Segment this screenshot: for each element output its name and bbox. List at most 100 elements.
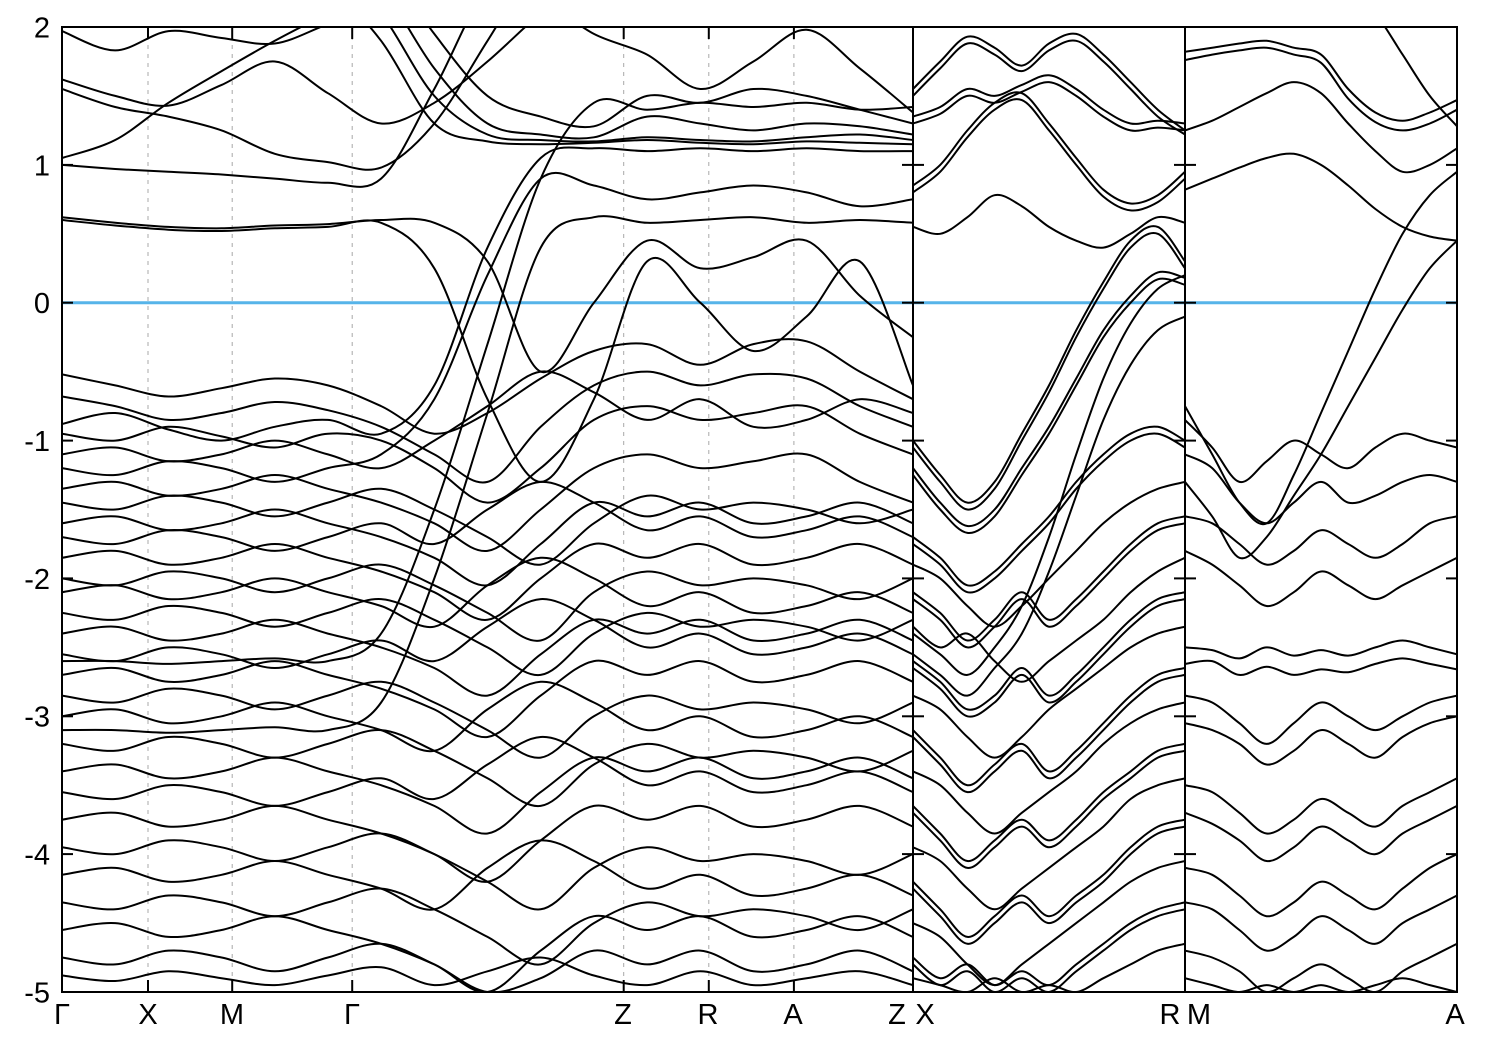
band-curve — [913, 667, 1185, 787]
band-curve — [62, 27, 527, 125]
band-curve — [62, 956, 913, 987]
band-curve — [62, 98, 913, 665]
band-curve — [913, 270, 1185, 528]
band-curve — [913, 480, 1185, 628]
band-curve — [62, 832, 913, 911]
band-curve — [913, 777, 1185, 911]
x-axis-label: A — [1445, 999, 1465, 1031]
band-curve — [62, 370, 913, 484]
band-curve — [368, 27, 913, 146]
band-curve — [62, 680, 913, 759]
band-curve — [1185, 81, 1457, 174]
x-axis-label: Z — [888, 999, 906, 1031]
band-curve — [913, 818, 1185, 938]
band-curve — [62, 598, 913, 669]
band-curve — [62, 680, 913, 753]
band-curve — [62, 27, 466, 188]
y-axis-label: 0 — [34, 288, 50, 320]
band-curve — [62, 887, 913, 966]
band-curve — [1185, 853, 1457, 918]
x-axis-label: Γ — [54, 999, 70, 1031]
band-curve — [913, 825, 1185, 945]
band-curve — [1185, 453, 1457, 525]
band-curve — [913, 591, 1185, 711]
band-curve — [1185, 639, 1457, 660]
x-axis-label: M — [220, 999, 244, 1031]
x-axis-label: Z — [614, 999, 632, 1031]
band-curve — [62, 216, 913, 374]
band-curve — [913, 742, 1185, 863]
band-curve — [62, 756, 913, 835]
band-curve — [1185, 549, 1457, 608]
band-curve — [1185, 515, 1457, 566]
band-curve — [62, 563, 913, 642]
band-curve — [913, 556, 1185, 683]
band-curve — [62, 618, 913, 697]
band-curve — [1383, 27, 1457, 128]
band-curve — [62, 729, 913, 807]
band-curve — [1185, 715, 1457, 766]
band-curve — [62, 215, 913, 734]
x-axis-label: R — [1160, 999, 1181, 1031]
x-axis-label: X — [138, 999, 157, 1031]
band-curve — [62, 598, 913, 676]
band-curve — [913, 673, 1185, 794]
y-axis-label: -5 — [24, 977, 50, 1009]
band-curve — [913, 39, 1185, 136]
band-curve — [913, 277, 1185, 534]
band-curve — [1185, 170, 1457, 526]
x-axis-label: A — [783, 999, 803, 1031]
band-curve — [913, 91, 1185, 205]
band-group-G-X-M-G-Z-R-A-Z — [62, 27, 913, 992]
x-axis-label: Γ — [344, 999, 360, 1031]
band-curve — [913, 32, 1185, 132]
band-curve — [913, 425, 1185, 587]
band-curve — [913, 908, 1185, 992]
band-curve — [62, 338, 913, 435]
band-curve — [62, 404, 913, 504]
y-axis-label: -2 — [24, 564, 50, 596]
band-curve — [389, 27, 913, 143]
band-curve — [1185, 894, 1457, 952]
band-curve — [62, 27, 498, 171]
band-curve — [62, 556, 913, 629]
band-curve — [427, 27, 913, 129]
band-curve — [1185, 418, 1457, 483]
band-curve — [913, 232, 1185, 511]
band-curve — [913, 432, 1185, 594]
x-axis-label: M — [1187, 999, 1211, 1031]
band-curve — [913, 701, 1185, 835]
band-curve — [1185, 46, 1457, 132]
y-axis-label: 1 — [34, 150, 50, 182]
band-curve — [62, 659, 913, 739]
y-axis-label: 2 — [34, 12, 50, 44]
band-curve — [62, 542, 913, 621]
band-curve — [913, 193, 1185, 249]
band-curve — [913, 522, 1185, 649]
band-curve — [1185, 694, 1457, 745]
band-curve — [62, 735, 913, 807]
band-curve — [913, 598, 1185, 718]
band-curve — [913, 225, 1185, 504]
x-axis-label: R — [698, 999, 719, 1031]
y-axis-label: -4 — [24, 840, 50, 872]
band-group-M-A — [1185, 27, 1457, 992]
band-curve — [1185, 39, 1457, 122]
band-curve — [913, 860, 1185, 987]
band-curve — [62, 172, 913, 483]
band-curve — [62, 452, 913, 552]
band-curve — [913, 81, 1185, 132]
y-axis-label: -3 — [24, 702, 50, 734]
band-curve — [913, 274, 1185, 676]
band-curve — [62, 480, 913, 552]
band-curve — [1185, 977, 1457, 992]
band-curve — [62, 27, 304, 159]
band-curve — [62, 942, 913, 992]
band-curve — [1185, 152, 1457, 242]
band-curve — [913, 749, 1185, 869]
band-curve — [1185, 804, 1457, 863]
band-curve — [1185, 777, 1457, 835]
